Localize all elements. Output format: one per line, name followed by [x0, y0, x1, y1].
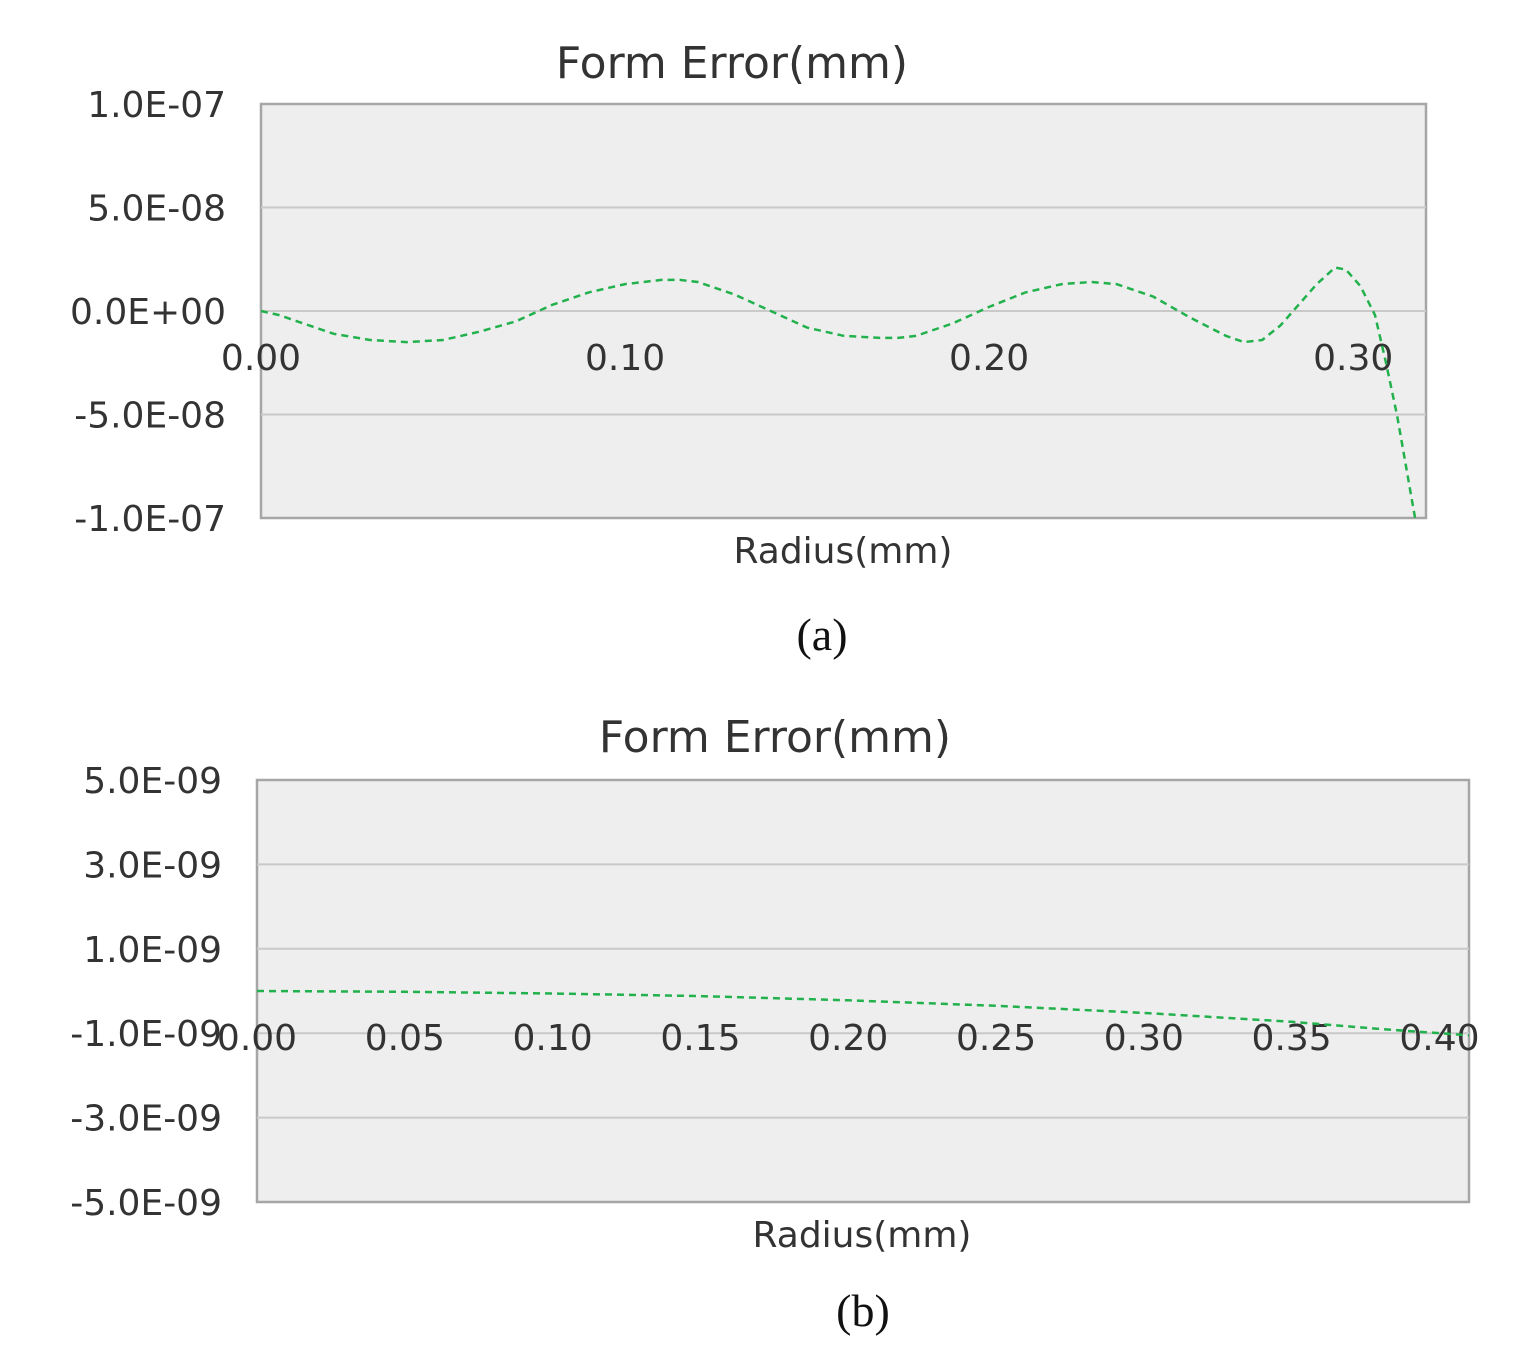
chart-b-x-tick-label: 0.35 [1252, 1018, 1332, 1059]
chart-a-y-tick-label: 5.0E-08 [87, 189, 226, 230]
chart-b-x-tick-label: 0.10 [513, 1018, 593, 1059]
chart-b-x-tick-label: 0.25 [956, 1018, 1036, 1059]
chart-b-x-tick-label: 0.20 [808, 1018, 888, 1059]
chart-b-y-tick-labels: 5.0E-09 3.0E-09 1.0E-09 -1.0E-09 -3.0E-09 -5.… [70, 761, 222, 1224]
chart-a-series-line [260, 266, 1417, 519]
chart-a-caption: (a) [796, 609, 847, 660]
chart-b-y-tick-label: 1.0E-09 [83, 930, 222, 971]
chart-a-x-tick-label: 0.00 [221, 338, 301, 379]
chart-b-y-tick-label: 5.0E-09 [83, 761, 222, 802]
chart-b-series-line [256, 989, 1470, 1037]
chart-a-y-tick-label: 1.0E-07 [87, 85, 226, 126]
chart-a-x-tick-label: 0.20 [949, 338, 1029, 379]
chart-b-title: Form Error(mm) [599, 712, 951, 763]
chart-a-x-tick-label: 0.30 [1313, 338, 1393, 379]
chart-b-x-tick-label: 0.15 [660, 1018, 740, 1059]
chart-b: Form Error(mm) 5.0E-09 3.0E-09 1.0E-09 -1.0… [70, 712, 1479, 1336]
chart-a-x-axis-title: Radius(mm) [734, 531, 953, 572]
chart-b-gridlines [257, 863, 1469, 1119]
chart-b-x-tick-labels: 0.00 0.05 0.10 0.15 0.20 0.25 0.30 0.35 0.40 [217, 1018, 1480, 1059]
chart-a-title: Form Error(mm) [556, 38, 908, 89]
chart-a-y-tick-label: -1.0E-07 [74, 499, 226, 540]
chart-b-y-tick-label: 3.0E-09 [83, 845, 222, 886]
chart-b-caption: (b) [836, 1285, 890, 1336]
chart-b-x-axis-title: Radius(mm) [753, 1215, 972, 1256]
chart-b-x-tick-label: 0.05 [365, 1018, 445, 1059]
chart-b-y-tick-label: -3.0E-09 [70, 1099, 222, 1140]
chart-b-y-tick-label: -5.0E-09 [70, 1183, 222, 1224]
chart-b-x-tick-label: 0.00 [217, 1018, 297, 1059]
chart-a-gridlines [261, 206, 1426, 416]
chart-b-x-tick-label: 0.30 [1104, 1018, 1184, 1059]
chart-a-x-tick-label: 0.10 [585, 338, 665, 379]
chart-a-x-tick-labels: 0.00 0.10 0.20 0.30 [221, 338, 1393, 379]
chart-b-y-tick-label: -1.0E-09 [70, 1014, 222, 1055]
chart-a: Form Error(mm) 1.0E-07 5.0E-08 0.0E+00 -5.0… [70, 38, 1428, 660]
chart-a-y-tick-label: 0.0E+00 [70, 292, 226, 333]
chart-a-y-tick-label: -5.0E-08 [74, 396, 226, 437]
chart-a-y-tick-labels: 1.0E-07 5.0E-08 0.0E+00 -5.0E-08 -1.0E-07 [70, 85, 226, 540]
chart-b-x-tick-label: 0.40 [1399, 1018, 1479, 1059]
